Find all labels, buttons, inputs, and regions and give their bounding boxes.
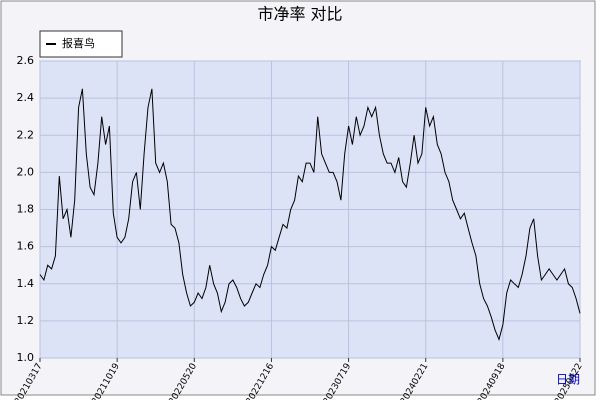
x-axis-label: 日期	[556, 373, 580, 387]
legend-label: 报喜鸟	[62, 36, 95, 50]
y-tick-label: 1.4	[17, 277, 35, 290]
series-line	[39, 88, 581, 341]
y-tick-label: 1.0	[17, 351, 35, 364]
y-tick-label: 2.4	[17, 91, 35, 104]
y-tick-label: 1.2	[17, 314, 35, 327]
y-tick-label: 1.6	[17, 240, 35, 253]
y-tick-label: 2.6	[17, 54, 35, 67]
chart-title: 市净率 对比	[257, 5, 342, 24]
y-tick-label: 1.8	[17, 203, 35, 216]
y-tick-label: 2.0	[17, 165, 35, 178]
y-tick-label: 2.2	[17, 128, 35, 141]
